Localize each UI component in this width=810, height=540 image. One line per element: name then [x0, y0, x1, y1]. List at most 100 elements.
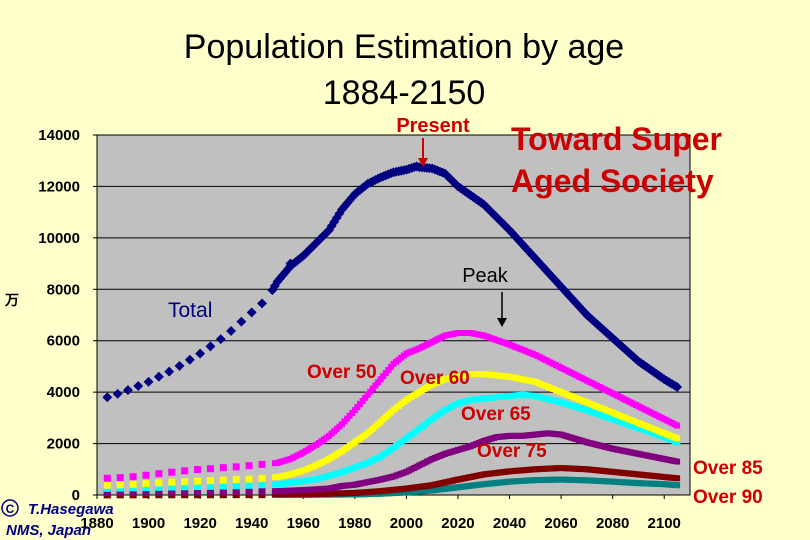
chart-title-line2: 1884-2150 — [323, 74, 486, 112]
data-point — [133, 381, 144, 391]
data-point — [219, 482, 227, 490]
data-point — [116, 481, 124, 489]
data-point — [206, 488, 214, 496]
data-point — [258, 460, 266, 468]
data-point — [206, 482, 214, 490]
data-point — [219, 476, 227, 484]
data-point — [257, 298, 267, 309]
data-point — [369, 385, 376, 392]
data-point — [168, 478, 176, 486]
data-point — [672, 382, 683, 392]
data-point — [232, 488, 240, 496]
data-point — [181, 467, 189, 475]
data-point — [164, 366, 175, 377]
data-point — [258, 487, 266, 495]
data-point — [153, 371, 164, 382]
data-point — [245, 462, 253, 470]
data-point — [387, 363, 394, 370]
x-tick-label: 2100 — [648, 515, 681, 532]
data-point — [219, 464, 227, 472]
y-tick-label: 8000 — [47, 281, 80, 298]
data-point-outlier — [285, 258, 296, 269]
data-point — [364, 391, 371, 398]
y-tick-label: 14000 — [38, 127, 80, 144]
data-point — [362, 394, 369, 401]
data-point — [181, 488, 189, 496]
data-point — [674, 482, 681, 489]
data-point — [103, 481, 111, 489]
y-tick-label: 2000 — [47, 436, 80, 453]
x-tick-label: 1920 — [183, 515, 216, 532]
y-tick-label: 6000 — [47, 333, 80, 350]
data-point — [245, 475, 253, 483]
data-point — [356, 400, 363, 407]
series-over-60 — [103, 371, 681, 489]
headline-line2: Aged Society — [511, 163, 714, 199]
copyright-circle — [1, 499, 19, 517]
data-point — [129, 484, 137, 492]
x-tick-label: 1940 — [235, 515, 268, 532]
data-point — [194, 488, 202, 496]
x-axis: 1880 1900 1920 1940 1960 1980 2000 2020 2040 2060… — [80, 495, 681, 532]
series-over-65 — [103, 391, 681, 492]
series-label-over85: Over 85 — [693, 458, 763, 479]
data-point — [184, 354, 195, 365]
data-point — [194, 483, 202, 491]
peak-label: Peak — [462, 265, 509, 287]
data-point — [385, 367, 392, 374]
x-tick-label: 2000 — [390, 515, 423, 532]
data-point — [194, 477, 202, 485]
present-arrowhead — [418, 158, 428, 167]
data-point — [380, 373, 387, 380]
data-point — [674, 439, 681, 446]
data-point — [246, 307, 257, 318]
data-point — [359, 397, 366, 404]
data-point — [195, 348, 206, 359]
series-layer — [102, 161, 683, 499]
data-point — [155, 488, 163, 496]
data-point — [232, 476, 240, 484]
data-point — [372, 382, 379, 389]
y-tick-label: 0 — [72, 487, 80, 504]
x-tick-label: 2060 — [544, 515, 577, 532]
data-point — [377, 376, 384, 383]
data-point — [215, 334, 226, 345]
x-tick-label: 1880 — [80, 515, 113, 532]
x-tick-label: 1900 — [132, 515, 165, 532]
series-label-over90: Over 90 — [693, 487, 763, 508]
credit-author: T.Hasegawa — [28, 501, 114, 518]
copyright-symbol: C — [6, 502, 15, 516]
data-point — [129, 473, 137, 481]
data-point — [174, 360, 185, 371]
y-axis: 0 2000 4000 6000 8000 10000 12000 14000 — [38, 127, 97, 504]
data-point — [155, 479, 163, 487]
data-point — [206, 465, 214, 473]
headline-line1: Toward Super — [511, 121, 722, 157]
data-point — [674, 475, 681, 482]
data-point — [142, 480, 150, 488]
series-total — [102, 161, 683, 403]
data-point — [674, 458, 681, 465]
series-label-over50: Over 50 — [307, 362, 377, 383]
data-point — [674, 422, 681, 429]
data-point — [236, 316, 247, 327]
data-point — [258, 481, 266, 489]
x-tick-label: 2040 — [493, 515, 526, 532]
data-point — [245, 487, 253, 495]
series-over-50 — [103, 330, 681, 482]
data-point — [168, 483, 176, 491]
data-point — [103, 488, 111, 496]
x-tick-label: 2080 — [596, 515, 629, 532]
series-over-85 — [103, 465, 681, 499]
y-axis-unit: 万 — [4, 292, 19, 308]
data-point — [129, 488, 137, 496]
data-point — [142, 488, 150, 496]
data-point — [232, 463, 240, 471]
present-label: Present — [396, 115, 470, 137]
data-point — [155, 470, 163, 478]
data-point — [142, 484, 150, 492]
data-point — [116, 488, 124, 496]
data-point — [181, 478, 189, 486]
